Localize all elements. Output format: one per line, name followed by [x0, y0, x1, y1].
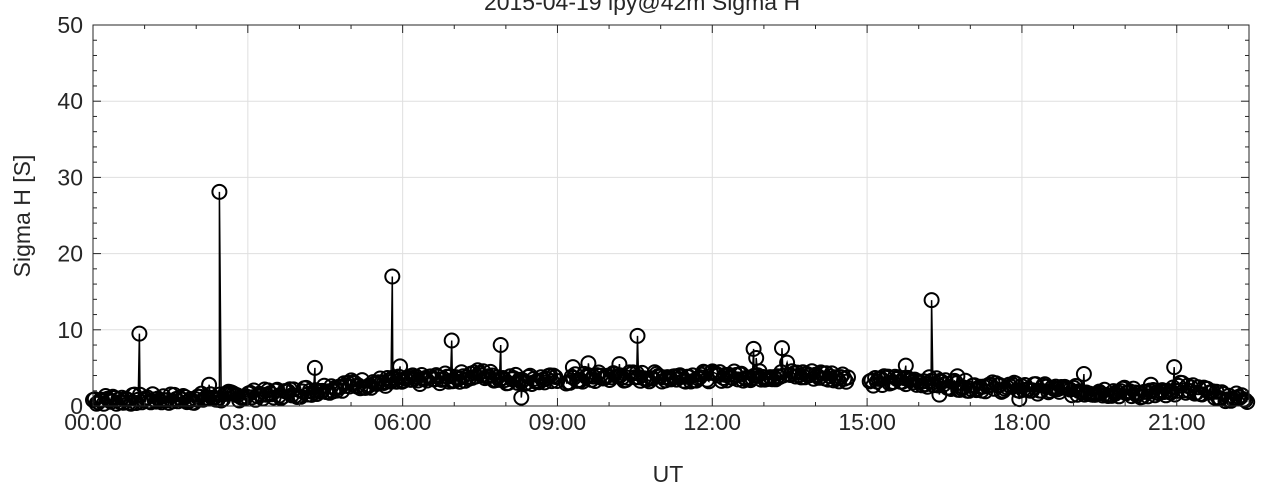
x-axis-label: UT	[653, 461, 684, 487]
x-tick-labels: 00:00 03:00 06:00 09:00 12:00 15:00 18:00 21:00	[64, 409, 1205, 435]
y-tick-label: 10	[57, 317, 83, 343]
y-tick-labels: 0 10 20 30 40 50	[57, 12, 83, 419]
x-tick-label: 21:00	[1148, 409, 1206, 435]
x-tick-label: 18:00	[993, 409, 1051, 435]
data-point	[492, 337, 509, 353]
data-point	[379, 370, 396, 386]
x-tick-label: 06:00	[374, 409, 432, 435]
axis-ticks	[92, 24, 1249, 407]
y-tick-label: 0	[70, 393, 83, 419]
data-series	[85, 183, 1256, 412]
y-tick-label: 50	[57, 12, 83, 38]
x-tick-label: 12:00	[684, 409, 742, 435]
y-axis-label: Sigma H [S]	[9, 155, 35, 278]
y-tick-label: 40	[57, 88, 83, 114]
data-point	[1075, 366, 1092, 382]
y-tick-label: 30	[57, 164, 83, 190]
data-point	[384, 268, 401, 285]
data-point	[1143, 383, 1160, 400]
data-point	[306, 359, 323, 376]
x-tick-label: 00:00	[64, 409, 122, 435]
data-point	[923, 292, 940, 309]
data-point	[745, 340, 762, 357]
data-point	[1237, 392, 1254, 409]
data-point	[840, 369, 856, 386]
data-point	[1239, 394, 1256, 410]
x-tick-label: 03:00	[219, 409, 277, 435]
data-point	[131, 325, 148, 342]
chart-title: 2015-04-19 lpy@42m Sigma H	[484, 0, 800, 15]
data-point	[905, 374, 921, 391]
plot-frame	[92, 24, 1250, 407]
data-point	[827, 369, 844, 386]
data-point	[1166, 359, 1183, 376]
data-point	[897, 357, 914, 374]
x-tick-label: 09:00	[529, 409, 587, 435]
data-point	[549, 373, 566, 389]
data-point	[448, 369, 465, 386]
x-tick-label: 15:00	[838, 409, 896, 435]
y-tick-label: 20	[57, 241, 83, 267]
data-point	[211, 183, 228, 200]
data-point	[774, 340, 790, 357]
data-point	[629, 327, 646, 344]
data-point	[443, 332, 460, 349]
